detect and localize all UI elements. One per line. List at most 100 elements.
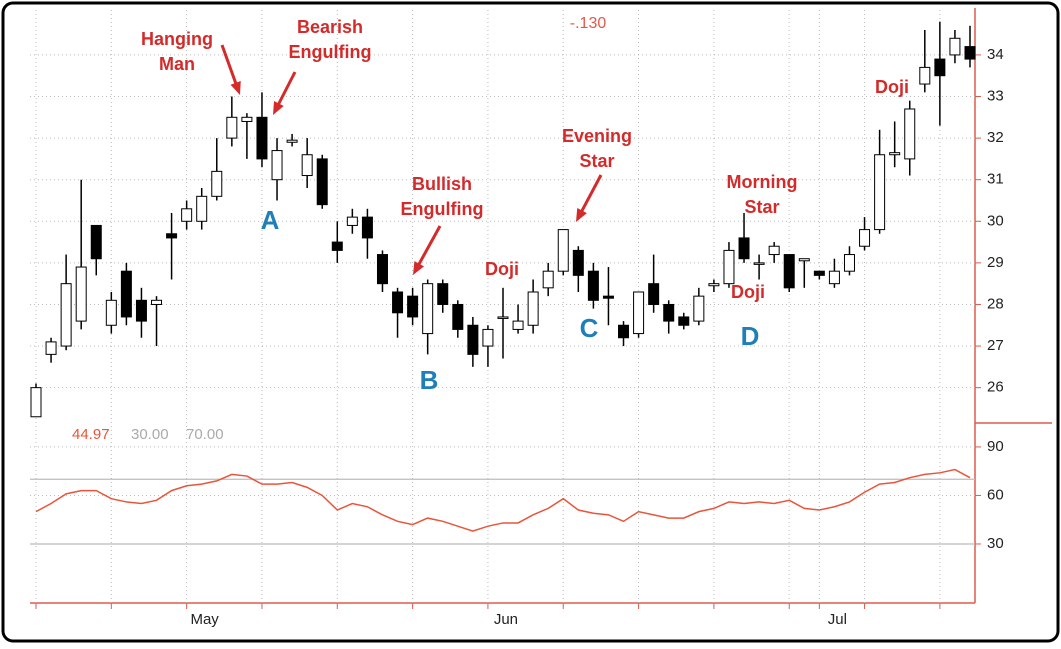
candle-body	[738, 237, 750, 260]
candle-body	[482, 328, 494, 347]
candle-body	[889, 152, 901, 156]
candle-body	[542, 270, 554, 289]
candle-body	[331, 241, 343, 251]
candle-body	[843, 254, 855, 272]
arrow-head	[576, 208, 587, 222]
y-tick-label: 30	[987, 535, 1004, 552]
y-tick-label: 30	[987, 212, 1004, 229]
candle-body	[467, 324, 479, 355]
candle-body	[497, 316, 509, 319]
candle-body	[678, 316, 690, 326]
y-tick-label: 27	[987, 337, 1004, 354]
candle-body	[648, 283, 660, 305]
y-tick-label: 28	[987, 295, 1004, 312]
candle-body	[301, 154, 313, 177]
x-tick-label: Jun	[494, 611, 518, 628]
arrow-head	[413, 261, 424, 275]
candle-body	[422, 283, 434, 335]
annotation: Engulfing	[401, 199, 484, 219]
candle-body	[166, 233, 178, 239]
candle-body	[618, 324, 630, 339]
pattern-label: D	[741, 321, 760, 351]
readout: -.130	[570, 15, 607, 32]
annotation: Bullish	[412, 174, 472, 194]
candle-body	[211, 170, 223, 197]
candle-body	[723, 249, 735, 285]
candle-body	[753, 262, 765, 265]
candle-body	[196, 195, 208, 222]
candle-body	[693, 295, 705, 322]
candle-body	[572, 249, 584, 276]
candle-body	[241, 116, 253, 122]
arrow-head	[273, 101, 284, 115]
candle-body	[316, 158, 328, 206]
pattern-label: A	[261, 205, 280, 235]
candle-body	[798, 258, 810, 262]
y-tick-label: 31	[987, 171, 1004, 188]
candle-body	[105, 299, 117, 326]
y-tick-label: 32	[987, 129, 1004, 146]
candle-body	[437, 283, 449, 305]
candle-body	[512, 320, 524, 330]
rsi-level-label: 70.00	[186, 426, 224, 443]
annotation: Morning	[727, 172, 798, 192]
annotation: Evening	[562, 126, 632, 146]
annotation-arrow	[415, 225, 442, 269]
candle-body	[919, 66, 931, 85]
candle-body	[964, 46, 976, 60]
candle-body	[874, 154, 886, 231]
candle-body	[60, 283, 72, 347]
pattern-label: B	[420, 365, 439, 395]
candle-body	[271, 150, 283, 181]
candle-body	[392, 291, 404, 314]
candle-body	[75, 266, 87, 322]
candle-body	[783, 254, 795, 289]
candle-body	[90, 224, 102, 260]
annotation-arrow	[578, 174, 603, 216]
candle-body	[45, 341, 57, 355]
candle-body	[663, 303, 675, 322]
candle-body	[407, 295, 419, 318]
annotation: Doji	[875, 77, 909, 97]
candle-body	[376, 254, 388, 285]
y-tick-label: 29	[987, 254, 1004, 271]
x-tick-label: May	[190, 611, 219, 628]
candle-body	[527, 291, 539, 326]
candle-body	[828, 270, 840, 285]
candle-body	[452, 303, 464, 330]
arrow-head	[230, 81, 241, 95]
candle-body	[346, 216, 358, 226]
candle-body	[768, 245, 780, 256]
annotation: Engulfing	[289, 42, 372, 62]
candle-body	[256, 116, 268, 160]
candle-body	[708, 283, 720, 287]
rsi-level-label: 30.00	[131, 426, 169, 443]
rsi-value: 44.97	[72, 426, 110, 443]
x-tick-label: Jul	[828, 611, 847, 628]
candle-body	[934, 58, 946, 77]
annotation: Doji	[485, 259, 519, 279]
candle-body	[633, 291, 645, 335]
annotation: Bearish	[297, 17, 363, 37]
y-tick-label: 90	[987, 438, 1004, 455]
candle-body	[949, 37, 961, 56]
candle-body	[181, 208, 193, 222]
candle-body	[286, 139, 298, 143]
annotation: Star	[579, 151, 614, 171]
candle-body	[557, 229, 569, 272]
candle-body	[587, 270, 599, 301]
candle-body	[120, 270, 132, 318]
candle-body	[361, 216, 373, 239]
rsi-line	[35, 468, 971, 532]
candle-body	[135, 299, 147, 322]
y-tick-label: 33	[987, 87, 1004, 104]
candle-body	[859, 229, 871, 247]
annotation-arrow	[275, 71, 297, 109]
annotation: Star	[744, 197, 779, 217]
candle-body	[813, 270, 825, 276]
candle-body	[151, 299, 163, 305]
annotation: Doji	[731, 282, 765, 302]
annotation: Man	[159, 54, 195, 74]
y-tick-label: 26	[987, 379, 1004, 396]
